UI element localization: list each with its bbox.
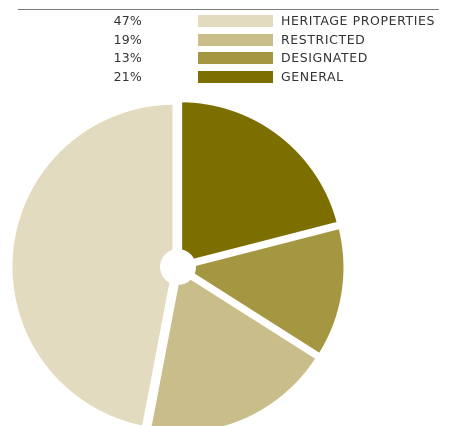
top-rule	[18, 9, 439, 10]
legend-label-general: GENERAL	[281, 68, 344, 84]
legend-percent-general: 21%	[113, 68, 142, 84]
pie-slice-designated	[176, 224, 348, 359]
legend-label-designated: DESIGNATED	[281, 50, 368, 65]
legend-swatch-designated	[198, 52, 273, 64]
pie-slice-general	[178, 98, 342, 267]
pie-slice-heritage-properties	[8, 100, 177, 426]
legend-label-heritage-properties: HERITAGE PROPERTIES	[281, 13, 436, 28]
legend-swatch-general	[198, 70, 273, 83]
legend-row-designated: 13% DESIGNATED	[0, 50, 454, 66]
legend-row-heritage-properties: 47% HERITAGE PROPERTIES	[0, 13, 454, 29]
pie-slice-restricted	[147, 266, 321, 426]
legend-swatch-heritage-properties	[198, 15, 273, 27]
legend-label-restricted: RESTRICTED	[281, 31, 366, 47]
legend-percent-heritage-properties: 47%	[113, 13, 142, 28]
legend-swatch-restricted	[198, 33, 273, 46]
legend-row-general: 21% GENERAL	[0, 69, 454, 85]
legend-row-restricted: 19% RESTRICTED	[0, 32, 454, 48]
pie-center-hole	[160, 249, 196, 285]
legend-percent-designated: 13%	[113, 50, 142, 65]
legend-percent-restricted: 19%	[113, 31, 142, 47]
